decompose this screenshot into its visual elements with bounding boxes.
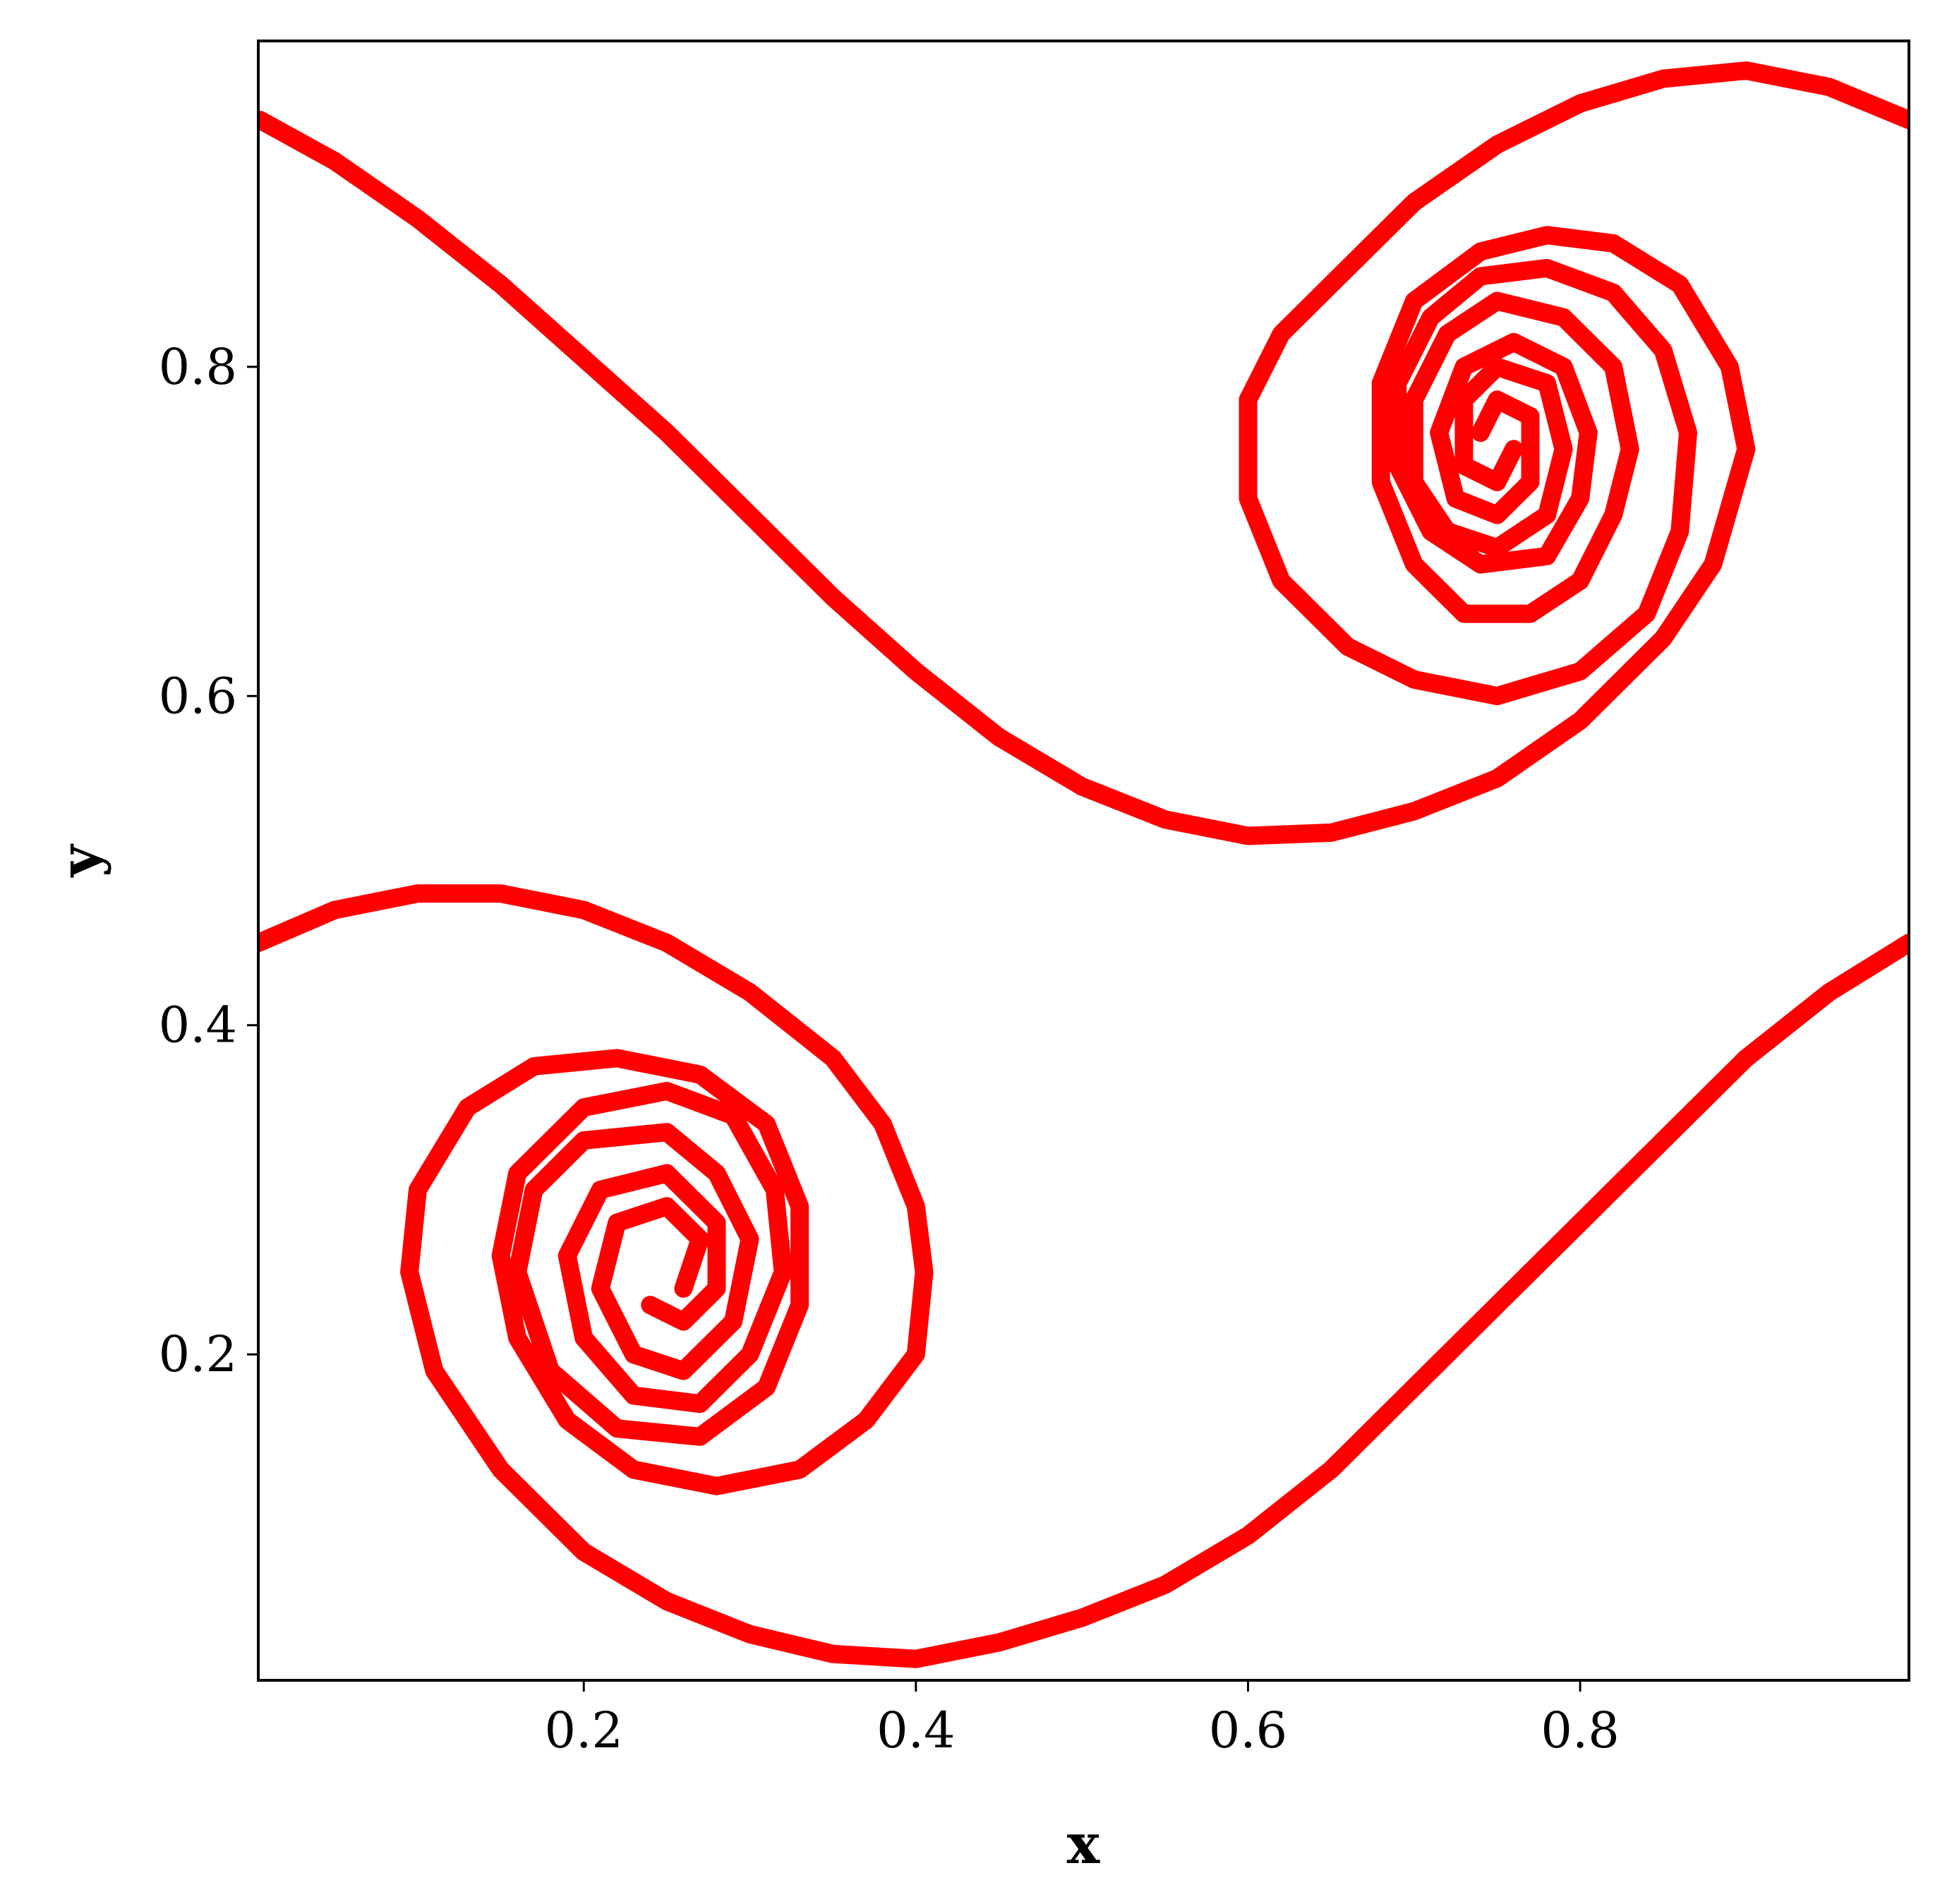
y-tick-label: 0.8 bbox=[159, 338, 237, 396]
x-tick-label: 0.6 bbox=[1209, 1701, 1287, 1759]
y-tick-label: 0.2 bbox=[159, 1325, 237, 1383]
contour-line bbox=[400, 934, 1909, 1668]
y-tick-label: 0.6 bbox=[159, 667, 237, 725]
y-tick-label: 0.4 bbox=[159, 996, 237, 1054]
contour-line bbox=[258, 884, 934, 1495]
y-axis-label: y bbox=[48, 843, 112, 879]
x-tick-label: 0.4 bbox=[876, 1701, 955, 1759]
contour-line bbox=[1239, 61, 1909, 706]
x-tick-label: 0.2 bbox=[545, 1701, 623, 1759]
contours bbox=[258, 61, 1909, 1668]
x-axis-label: x bbox=[1067, 1812, 1101, 1876]
axes-frame bbox=[257, 40, 1910, 1682]
x-tick-label: 0.8 bbox=[1541, 1701, 1619, 1759]
contour-line bbox=[258, 111, 1756, 845]
